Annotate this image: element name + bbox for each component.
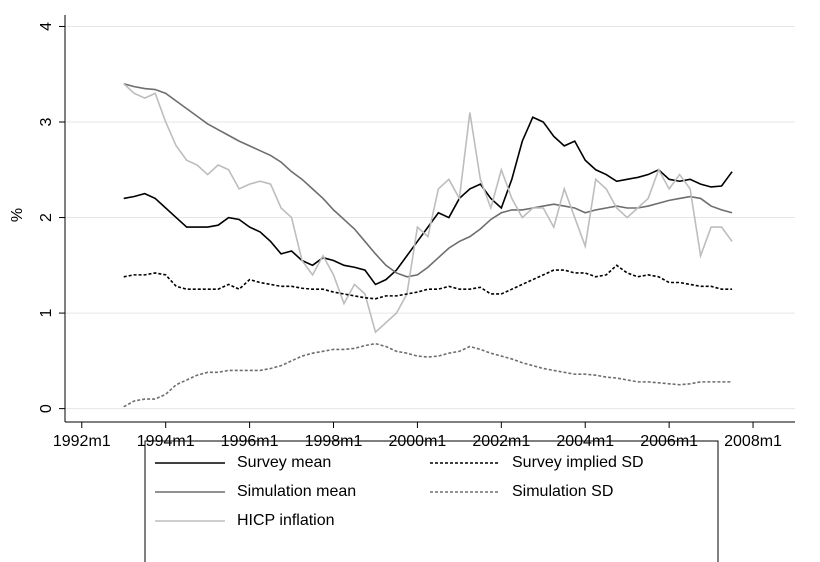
x-tick-label: 2008m1	[724, 433, 782, 450]
y-tick-label: 0	[38, 404, 55, 413]
legend-label: Survey implied SD	[512, 454, 644, 471]
x-tick-label: 2004m1	[556, 433, 614, 450]
y-tick-label: 2	[38, 213, 55, 222]
x-tick-label: 2000m1	[388, 433, 446, 450]
legend-label: HICP inflation	[237, 512, 335, 529]
x-tick-label: 1992m1	[53, 433, 111, 450]
series-line	[123, 83, 733, 278]
legend-box	[144, 440, 719, 562]
y-tick-label: 3	[38, 117, 55, 126]
x-tick-label: 1998m1	[305, 433, 363, 450]
legend-label: Survey mean	[237, 454, 331, 471]
legend-label: Simulation SD	[512, 483, 613, 500]
x-tick-label: 1996m1	[221, 433, 279, 450]
y-axis-label: %	[9, 208, 26, 222]
legend-label: Simulation mean	[237, 483, 356, 500]
series-line	[123, 342, 733, 408]
series-line	[123, 264, 733, 300]
x-tick-label: 2002m1	[472, 433, 530, 450]
x-tick-label: 1994m1	[137, 433, 195, 450]
y-tick-label: 1	[38, 309, 55, 318]
series-line	[123, 83, 733, 334]
y-tick-label: 4	[38, 22, 55, 31]
series-line	[123, 116, 733, 286]
x-tick-label: 2006m1	[640, 433, 698, 450]
